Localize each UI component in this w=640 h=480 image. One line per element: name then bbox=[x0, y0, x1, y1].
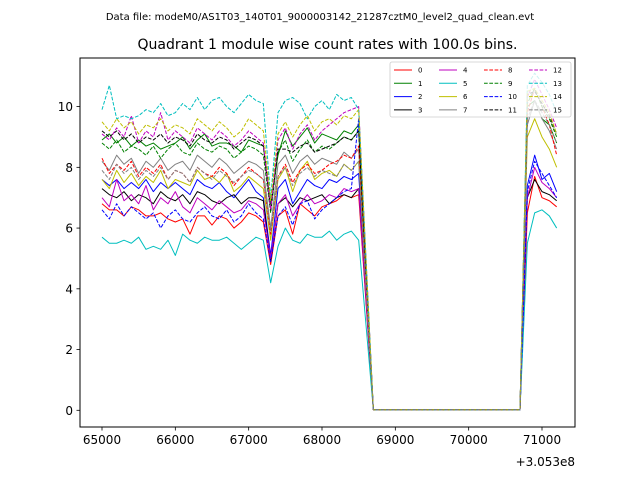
legend-label-8: 8 bbox=[508, 67, 512, 75]
legend-label-7: 7 bbox=[463, 106, 467, 114]
y-tick-label: 10 bbox=[58, 100, 73, 114]
x-tick-label: 69000 bbox=[376, 433, 414, 447]
legend-label-6: 6 bbox=[463, 93, 468, 101]
plot-area bbox=[79, 57, 576, 428]
y-tick-label: 0 bbox=[65, 404, 73, 418]
chart-title: Quadrant 1 module wise count rates with … bbox=[138, 37, 518, 53]
x-tick-label: 66000 bbox=[156, 433, 194, 447]
chart-suptitle: Data file: modeM0/AS1T03_140T01_90000031… bbox=[106, 12, 534, 23]
y-axis: 0 2 4 6 8 10 bbox=[58, 100, 80, 418]
legend-label-0: 0 bbox=[418, 67, 422, 75]
series-line-11 bbox=[101, 90, 558, 411]
legend-label-1: 1 bbox=[418, 80, 422, 88]
x-offset-label: +3.053e8 bbox=[516, 455, 575, 469]
legend-label-10: 10 bbox=[508, 93, 517, 101]
y-tick-label: 6 bbox=[65, 222, 73, 236]
legend-box bbox=[389, 61, 572, 118]
x-tick-label: 71000 bbox=[523, 433, 561, 447]
x-axis: 65000 66000 67000 68000 69000 70000 71000 bbox=[83, 427, 561, 447]
plot-frame bbox=[79, 57, 576, 428]
y-tick-label: 8 bbox=[65, 161, 73, 175]
legend-label-3: 3 bbox=[418, 106, 422, 114]
y-tick-label: 2 bbox=[65, 343, 73, 357]
x-tick-label: 70000 bbox=[450, 433, 488, 447]
legend-label-2: 2 bbox=[418, 93, 422, 101]
y-tick-label: 4 bbox=[65, 282, 73, 296]
x-tick-label: 65000 bbox=[83, 433, 121, 447]
x-tick-label: 67000 bbox=[230, 433, 268, 447]
legend-label-12: 12 bbox=[553, 67, 562, 75]
legend-label-4: 4 bbox=[463, 67, 468, 75]
legend-label-11: 11 bbox=[508, 106, 517, 114]
series-line-14 bbox=[101, 87, 558, 411]
legend-label-15: 15 bbox=[553, 106, 562, 114]
legend-label-9: 9 bbox=[508, 80, 512, 88]
series-layer bbox=[101, 72, 558, 411]
legend-label-14: 14 bbox=[553, 93, 562, 101]
legend-label-13: 13 bbox=[553, 80, 562, 88]
series-line-15 bbox=[101, 100, 558, 411]
x-tick-label: 68000 bbox=[303, 433, 341, 447]
legend-label-5: 5 bbox=[463, 80, 467, 88]
